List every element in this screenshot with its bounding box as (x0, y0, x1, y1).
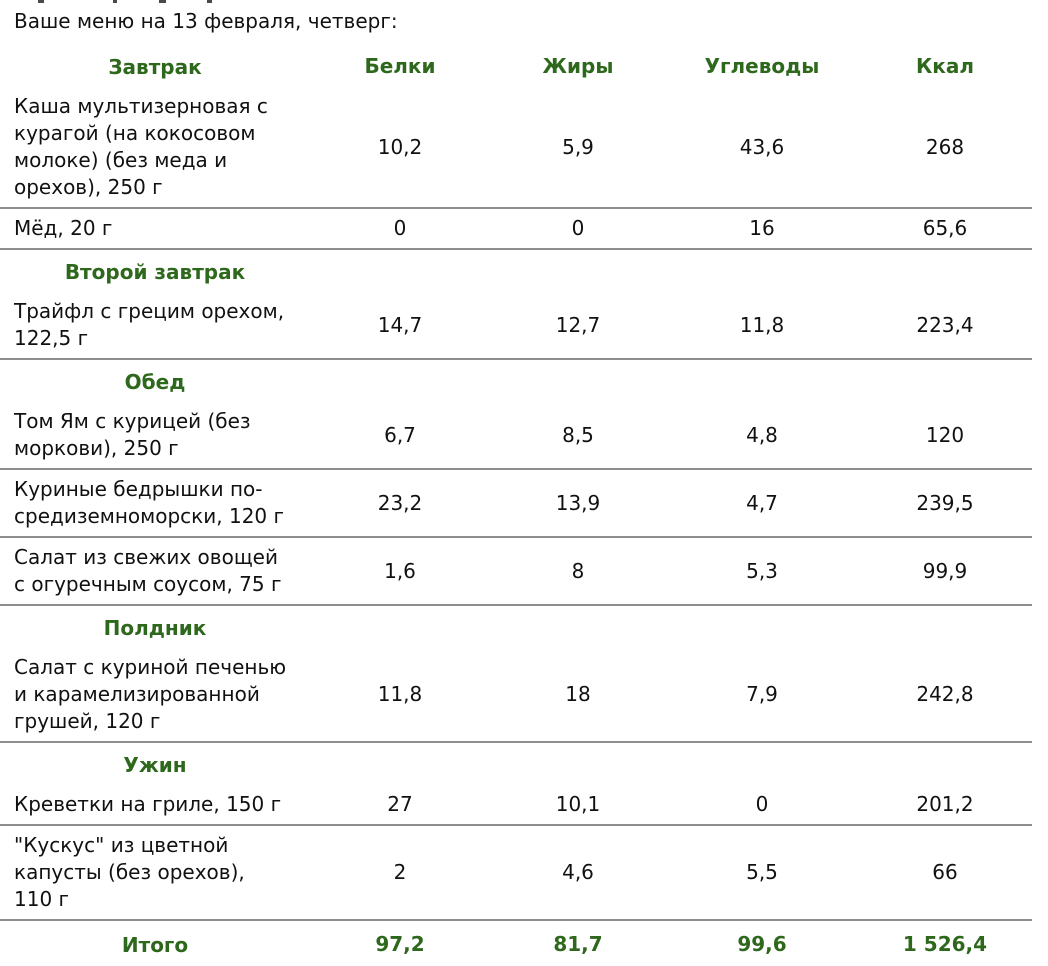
section-row: Обед (0, 359, 1032, 402)
dish-row: Том Ям с курицей (без моркови), 250 г 6,7… (0, 402, 1032, 470)
dish-name: Салат из свежих овощей с огуречным соусо… (0, 537, 310, 606)
dish-name: Мёд, 20 г (0, 208, 310, 250)
dish-value: 5,5 (666, 825, 858, 921)
dish-name: Том Ям с курицей (без моркови), 250 г (0, 402, 310, 470)
dish-row: Креветки на гриле, 150 г 27 10,1 0 201,2 (0, 785, 1032, 826)
dish-name: Трайфл с грецим орехом, 122,5 г (0, 292, 310, 360)
section-spacer-cell (310, 359, 1032, 402)
column-header: Углеводы (704, 54, 820, 78)
clipped-text-remnant (159, 0, 166, 3)
dish-value: 14,7 (310, 292, 490, 360)
dish-value: 0 (666, 785, 858, 826)
column-header: Ккал (915, 54, 975, 78)
dish-value: 268 (858, 87, 1032, 209)
section-title: Завтрак (108, 54, 202, 79)
dish-value: 11,8 (666, 292, 858, 360)
dish-row: Куриные бедрышки по-средиземноморски, 12… (0, 469, 1032, 538)
total-value: 99,6 (737, 932, 787, 956)
dish-value: 2 (310, 825, 490, 921)
dish-row: Салат с куриной печенью и карамелизирова… (0, 648, 1032, 743)
dish-row: "Кускус" из цветной капусты (без орехов)… (0, 825, 1032, 921)
dish-value: 0 (490, 208, 666, 250)
section-title: Второй завтрак (64, 260, 246, 284)
dish-value: 16 (666, 208, 858, 250)
clipped-text-remnant (38, 0, 44, 3)
total-value: 1 526,4 (902, 932, 988, 956)
section-title: Ужин (123, 753, 187, 777)
dish-value: 12,7 (490, 292, 666, 360)
section-title: Полдник (103, 616, 207, 640)
table-header-row: Завтрак Белки Жиры Углеводы Ккал (0, 44, 1032, 87)
dish-value: 13,9 (490, 469, 666, 538)
section-spacer-cell (310, 249, 1032, 292)
dish-name: Креветки на гриле, 150 г (0, 785, 310, 826)
column-header: Жиры (542, 54, 614, 78)
dish-value: 7,9 (666, 648, 858, 743)
dish-name: Куриные бедрышки по-средиземноморски, 12… (0, 469, 310, 538)
dish-value: 8,5 (490, 402, 666, 470)
dish-name: Салат с куриной печенью и карамелизирова… (0, 648, 310, 743)
dish-value: 8 (490, 537, 666, 606)
section-row: Ужин (0, 742, 1032, 785)
dish-row: Каша мультизерновая с курагой (на кокосо… (0, 87, 1032, 209)
dish-value: 99,9 (858, 537, 1032, 606)
dish-value: 65,6 (858, 208, 1032, 250)
section-spacer-cell (310, 742, 1032, 785)
dish-row: Салат из свежих овощей с огуречным соусо… (0, 537, 1032, 606)
dish-row: Трайфл с грецим орехом, 122,5 г 14,7 12,7 1… (0, 292, 1032, 360)
total-value: 97,2 (375, 932, 425, 956)
dish-value: 223,4 (858, 292, 1032, 360)
dish-value: 4,6 (490, 825, 666, 921)
dish-name: Каша мультизерновая с курагой (на кокосо… (0, 87, 310, 209)
dish-value: 43,6 (666, 87, 858, 209)
page-title: Ваше меню на 13 февраля, четверг: (14, 9, 398, 33)
section-spacer-cell (310, 605, 1032, 648)
dish-value: 66 (858, 825, 1032, 921)
dish-value: 10,1 (490, 785, 666, 826)
section-title: Обед (124, 370, 186, 394)
dish-value: 242,8 (858, 648, 1032, 743)
dish-value: 5,9 (490, 87, 666, 209)
dish-value: 4,8 (666, 402, 858, 470)
column-header: Белки (364, 54, 436, 78)
menu-table: Завтрак Белки Жиры Углеводы Ккал Каша мультиз… (0, 44, 1032, 966)
dish-value: 0 (310, 208, 490, 250)
dish-value: 201,2 (858, 785, 1032, 826)
dish-value: 27 (310, 785, 490, 826)
section-row: Второй завтрак (0, 249, 1032, 292)
dish-value: 11,8 (310, 648, 490, 743)
dish-name: "Кускус" из цветной капусты (без орехов)… (0, 825, 310, 921)
total-value: 81,7 (553, 932, 603, 956)
dish-row: Мёд, 20 г 0 0 16 65,6 (0, 208, 1032, 250)
clipped-text-remnant (113, 0, 117, 3)
clipped-text-remnant (207, 0, 212, 3)
dish-value: 23,2 (310, 469, 490, 538)
section-row: Полдник (0, 605, 1032, 648)
dish-value: 18 (490, 648, 666, 743)
dish-value: 1,6 (310, 537, 490, 606)
dish-value: 5,3 (666, 537, 858, 606)
dish-value: 6,7 (310, 402, 490, 470)
dish-value: 4,7 (666, 469, 858, 538)
dish-value: 239,5 (858, 469, 1032, 538)
dish-value: 120 (858, 402, 1032, 470)
total-label: Итого (121, 932, 189, 957)
total-row: Итого 97,2 81,7 99,6 1 526,4 (0, 920, 1032, 966)
dish-value: 10,2 (310, 87, 490, 209)
